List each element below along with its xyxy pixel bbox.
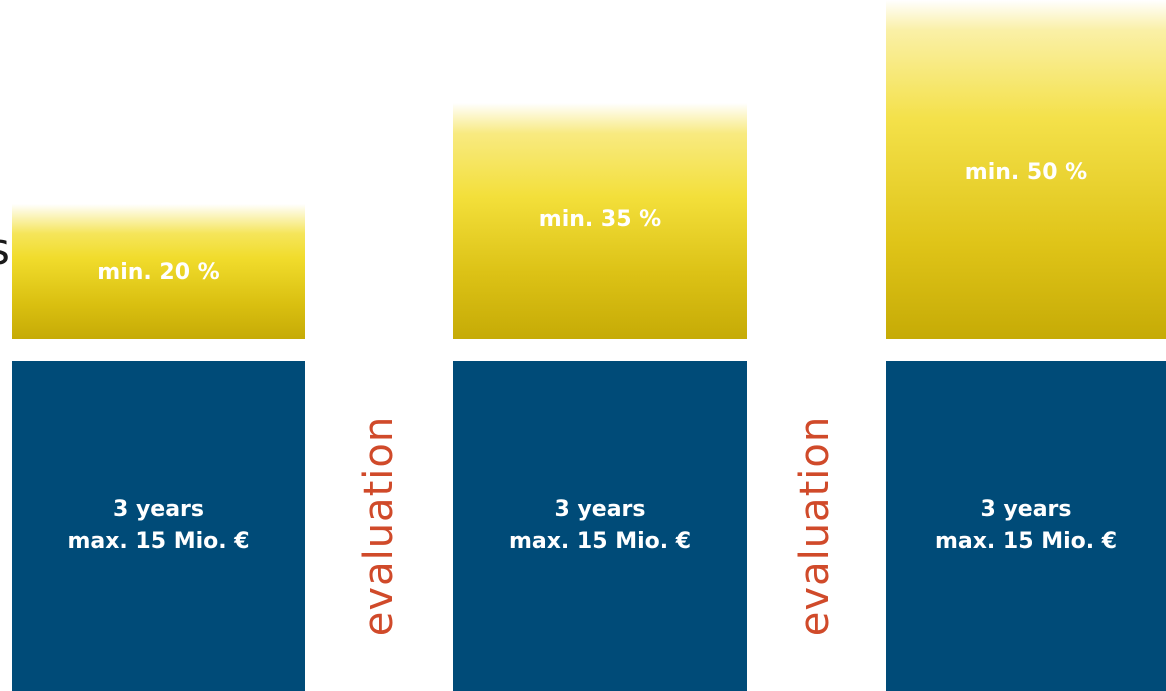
evaluation-label-1: evaluation (356, 416, 402, 636)
phase-budget-stage-2: max. 15 Mio. € (509, 526, 691, 558)
share-bar-stage-3: min. 50 % (886, 0, 1166, 339)
cropped-text-fragment: s (0, 228, 10, 272)
phase-duration-stage-3: 3 years (980, 494, 1071, 526)
phase-box-stage-1: 3 years max. 15 Mio. € (12, 361, 305, 691)
evaluation-marker-2: evaluation (775, 361, 855, 691)
phase-budget-stage-3: max. 15 Mio. € (935, 526, 1117, 558)
share-label-stage-3: min. 50 % (965, 160, 1087, 185)
phase-budget-stage-1: max. 15 Mio. € (67, 526, 249, 558)
evaluation-marker-1: evaluation (339, 361, 419, 691)
share-label-stage-1: min. 20 % (97, 260, 219, 285)
phase-box-stage-2: 3 years max. 15 Mio. € (453, 361, 747, 691)
evaluation-label-2: evaluation (792, 416, 838, 636)
phase-duration-stage-1: 3 years (113, 494, 204, 526)
phase-duration-stage-2: 3 years (554, 494, 645, 526)
share-label-stage-2: min. 35 % (539, 207, 661, 232)
share-bar-stage-2: min. 35 % (453, 103, 747, 339)
share-bar-stage-1: min. 20 % (12, 204, 305, 339)
phase-box-stage-3: 3 years max. 15 Mio. € (886, 361, 1166, 691)
